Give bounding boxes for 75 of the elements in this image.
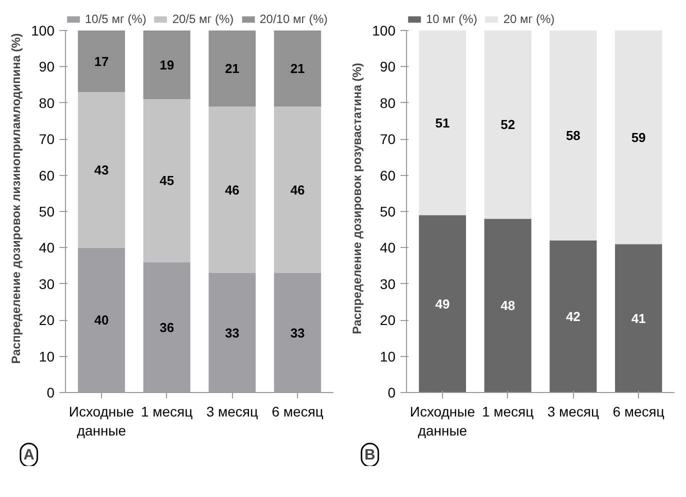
- bar: [550, 240, 597, 392]
- y-tick-label: 30: [38, 276, 55, 292]
- bar: [208, 30, 256, 107]
- text: A: [24, 446, 34, 464]
- legend-label: 20/10 мг (%): [260, 12, 328, 26]
- y-tick-label: 40: [38, 240, 55, 256]
- x-tick-label: 3 месяц: [547, 404, 600, 420]
- x-tick-label: 6 месяц: [612, 404, 664, 420]
- bar: [484, 218, 532, 392]
- y-tick-label: 10: [38, 348, 55, 364]
- y-tick-label: 30: [380, 276, 396, 292]
- x-tick-label: Исходные данные: [410, 404, 476, 439]
- bar: [78, 30, 125, 92]
- data-label: 33: [224, 325, 240, 340]
- data-label: 58: [566, 128, 580, 143]
- data-label: 21: [224, 61, 240, 76]
- bar: [418, 30, 466, 216]
- y-tick-label: 20: [38, 312, 55, 328]
- data-label: 33: [290, 325, 305, 340]
- data-label: 59: [631, 130, 646, 145]
- bar: [418, 215, 466, 392]
- bar: [484, 30, 532, 219]
- data-label: 21: [290, 61, 305, 76]
- y-tick-label: 10: [380, 348, 396, 364]
- bar: [143, 99, 190, 262]
- y-tick-label: 80: [380, 94, 396, 111]
- data-label: 52: [500, 117, 516, 132]
- y-tick-label: 70: [38, 131, 55, 148]
- bar: [615, 244, 662, 392]
- data-label: 46: [224, 182, 240, 198]
- data-label: 48: [500, 298, 516, 314]
- bar: [143, 30, 190, 100]
- y-tick-label: 0: [46, 384, 55, 400]
- x-tick-label: 1 месяц: [482, 404, 534, 420]
- y-tick-label: 40: [380, 240, 396, 256]
- data-label: 43: [94, 162, 109, 178]
- bar: [274, 30, 322, 107]
- y-tick-label: 50: [380, 204, 396, 220]
- y-tick-label: 90: [38, 58, 55, 75]
- text: B: [364, 446, 376, 464]
- y-tick-label: 0: [388, 384, 396, 400]
- y-tick-label: 100: [31, 22, 55, 38]
- y-tick-label: 90: [380, 58, 396, 75]
- bar: [78, 92, 125, 248]
- data-label: 46: [290, 182, 305, 198]
- data-label: 40: [94, 312, 109, 328]
- bar: [208, 106, 256, 274]
- data-label: 49: [435, 296, 450, 312]
- x-tick-label: 3 месяц: [206, 404, 258, 420]
- y-axis-title: Распределение дозировок розувастатина (%): [350, 62, 364, 334]
- x-tick-label: 6 месяц: [272, 404, 324, 420]
- data-label: 36: [160, 320, 174, 335]
- y-tick-label: 60: [380, 167, 396, 184]
- y-tick-label: 20: [380, 312, 396, 328]
- y-tick-label: 50: [38, 204, 55, 220]
- x-tick-label: Исходные данные: [68, 404, 134, 439]
- data-label: 17: [94, 54, 109, 69]
- data-label: 41: [631, 310, 646, 326]
- legend-label: 20/5 мг (%): [172, 12, 234, 26]
- bar: [274, 106, 322, 274]
- y-axis-title: Распределение дозировок лизиноприламлодипина (%): [9, 33, 24, 364]
- data-label: 45: [160, 173, 174, 188]
- data-label: 42: [566, 308, 580, 324]
- y-tick-label: 100: [372, 22, 396, 38]
- y-tick-label: 70: [380, 131, 396, 148]
- x-tick-label: 1 месяц: [140, 404, 193, 420]
- y-tick-label: 60: [38, 167, 55, 184]
- data-label: 51: [435, 115, 450, 130]
- legend-label: 10/5 мг (%): [85, 12, 146, 26]
- legend-label: 10 мг (%): [426, 12, 478, 26]
- legend-label: 20 мг (%): [503, 12, 555, 26]
- bar: [615, 30, 662, 244]
- data-label: 19: [160, 57, 174, 72]
- bar: [550, 30, 597, 240]
- y-tick-label: 80: [38, 94, 55, 111]
